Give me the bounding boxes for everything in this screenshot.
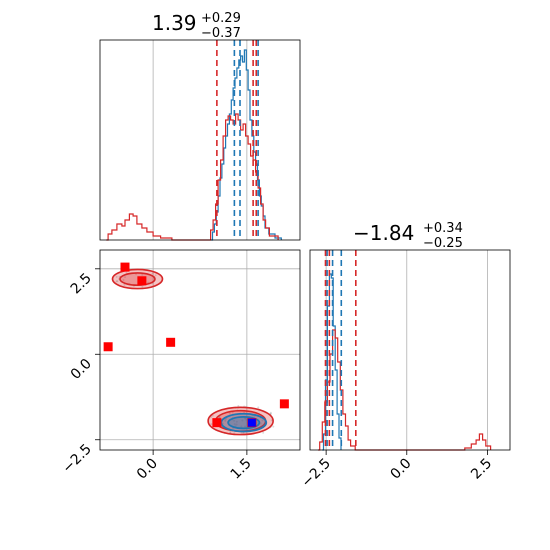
- scatter-blue-square-marker: [247, 418, 256, 427]
- scatter-sample-point: [240, 432, 243, 435]
- scatter-sample-point: [237, 404, 240, 407]
- scatter-sample-point: [122, 279, 125, 282]
- histogram-param1-marks: [106, 40, 282, 241]
- scatter-red-square-marker: [103, 342, 113, 352]
- scatter-sample-point: [241, 419, 244, 422]
- param1-title-value: 1.39: [152, 11, 197, 35]
- param2-title-minus: −0.25: [423, 236, 463, 251]
- scatter-blue-contour: [220, 412, 268, 433]
- scatter-sample-point: [245, 418, 248, 421]
- histogram-param2-red-series: [318, 329, 492, 451]
- scatter-sample-point: [224, 418, 227, 421]
- scatter-sample-point: [116, 280, 119, 283]
- scatter-sample-point: [221, 422, 224, 425]
- histogram-param2: [309, 249, 511, 451]
- scatter-sample-point: [224, 419, 227, 422]
- param1-title-minus: −0.37: [201, 26, 241, 41]
- param2-title: −1.84: [353, 221, 414, 245]
- scatter-sample-point: [124, 276, 127, 279]
- histogram-param1-frame: [99, 39, 301, 241]
- scatter-sample-point: [262, 431, 265, 434]
- scatter-sample-point: [235, 423, 238, 426]
- histogram-param2-frame: [309, 249, 511, 451]
- scatter-sample-point: [210, 423, 213, 426]
- scatter-grid: [100, 250, 300, 450]
- scatter-sample-point: [233, 423, 236, 426]
- histogram-param1: [99, 39, 301, 241]
- scatter-contour-panel: [99, 249, 301, 451]
- scatter-red-square-marker: [279, 399, 289, 409]
- param2-title-value: −1.84: [353, 221, 414, 245]
- scatter-sample-point: [228, 412, 231, 415]
- scatter-sample-point: [151, 272, 154, 275]
- scatter-sample-point: [269, 411, 272, 414]
- scatter-sample-point: [141, 286, 144, 289]
- scatter-sample-point: [244, 425, 247, 428]
- scatter-sample-point: [231, 411, 234, 414]
- scatter-sample-point: [141, 273, 144, 276]
- scatter-sample-point: [154, 274, 157, 277]
- scatter-sample-point: [257, 406, 260, 409]
- scatter-sample-point: [272, 425, 275, 428]
- scatter-sample-point: [244, 417, 247, 420]
- param1-title: 1.39: [152, 11, 197, 35]
- scatter-red-square-marker: [166, 337, 176, 347]
- scatter-sample-point: [229, 431, 232, 434]
- scatter-frame: [99, 249, 301, 451]
- histogram-param1-grid: [152, 40, 248, 240]
- scatter-sample-point: [123, 283, 126, 286]
- param1-title-plus: +0.29: [201, 11, 241, 26]
- scatter-sample-point: [240, 425, 243, 428]
- scatter-red-square-marker: [120, 262, 130, 272]
- scatter-sample-point: [235, 420, 238, 423]
- scatter-sample-point: [115, 280, 118, 283]
- scatter-red-square-marker: [137, 276, 147, 286]
- scatter-marks: [103, 262, 289, 436]
- scatter-sample-point: [233, 419, 236, 422]
- scatter-sample-point: [115, 275, 118, 278]
- scatter-sample-point: [261, 419, 264, 422]
- histogram-param2-marks: [318, 250, 492, 451]
- param2-title-plus: +0.34: [423, 221, 463, 236]
- scatter-red-square-marker: [212, 418, 222, 428]
